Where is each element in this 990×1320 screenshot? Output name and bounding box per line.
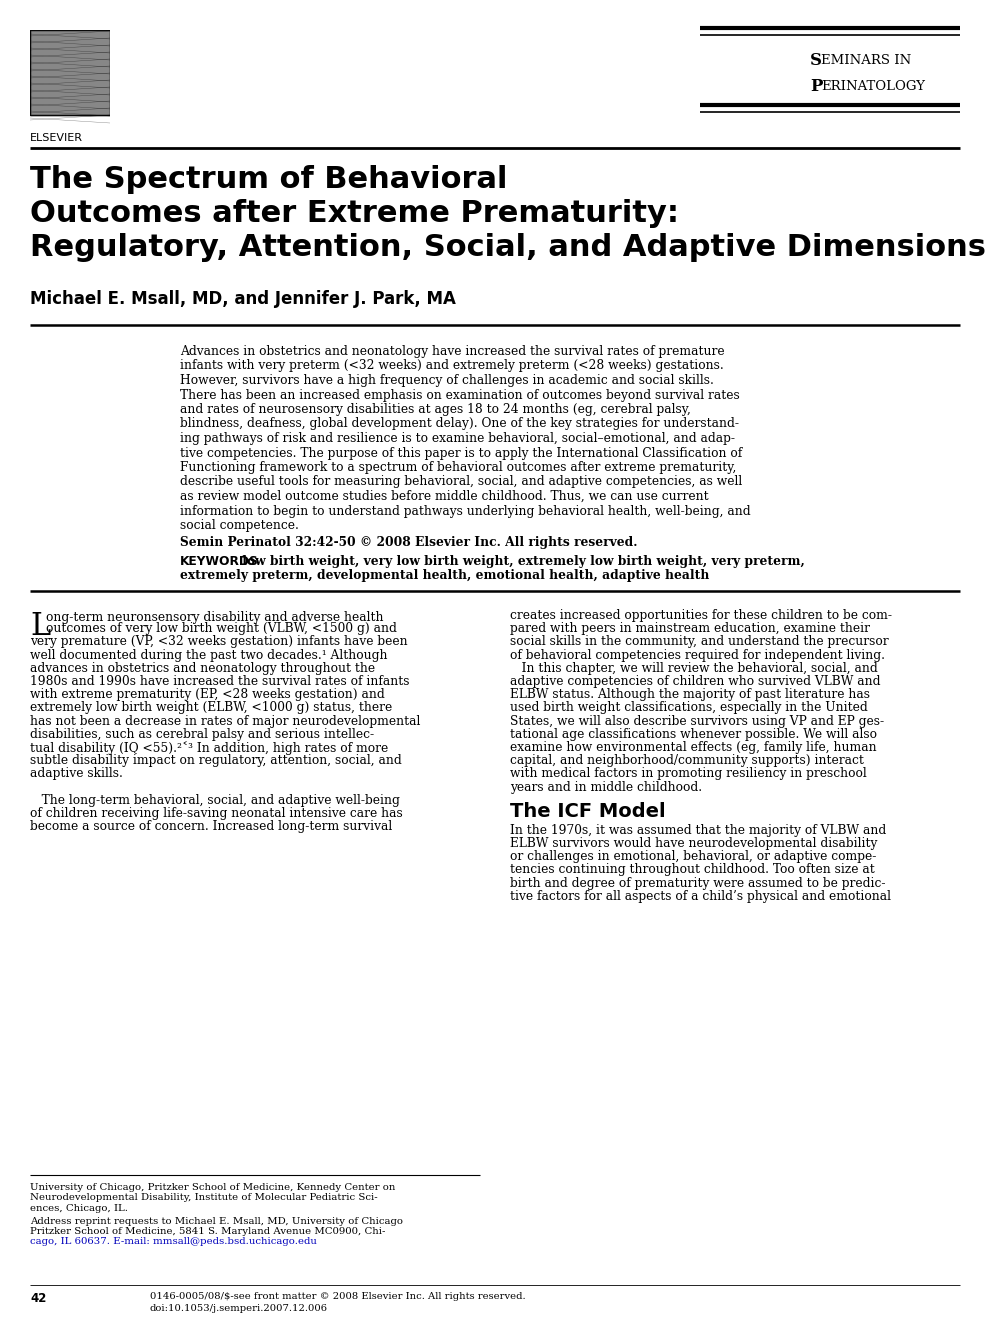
Text: ELSEVIER: ELSEVIER xyxy=(30,133,83,143)
Text: social skills in the community, and understand the precursor: social skills in the community, and unde… xyxy=(510,635,889,648)
Text: Outcomes after Extreme Prematurity:: Outcomes after Extreme Prematurity: xyxy=(30,199,679,228)
Text: In this chapter, we will review the behavioral, social, and: In this chapter, we will review the beha… xyxy=(510,661,878,675)
Text: outcomes of very low birth weight (VLBW, <1500 g) and: outcomes of very low birth weight (VLBW,… xyxy=(46,622,397,635)
Text: has not been a decrease in rates of major neurodevelopmental: has not been a decrease in rates of majo… xyxy=(30,714,421,727)
Text: adaptive competencies of children who survived VLBW and: adaptive competencies of children who su… xyxy=(510,675,880,688)
Text: ELBW status. Although the majority of past literature has: ELBW status. Although the majority of pa… xyxy=(510,688,870,701)
Text: creates increased opportunities for these children to be com-: creates increased opportunities for thes… xyxy=(510,609,892,622)
Text: extremely low birth weight (ELBW, <1000 g) status, there: extremely low birth weight (ELBW, <1000 … xyxy=(30,701,392,714)
Text: ing pathways of risk and resilience is to examine behavioral, social–emotional, : ing pathways of risk and resilience is t… xyxy=(180,432,735,445)
Text: Neurodevelopmental Disability, Institute of Molecular Pediatric Sci-: Neurodevelopmental Disability, Institute… xyxy=(30,1193,377,1203)
Text: The long-term behavioral, social, and adaptive well-being: The long-term behavioral, social, and ad… xyxy=(30,793,400,807)
Text: information to begin to understand pathways underlying behavioral health, well-b: information to begin to understand pathw… xyxy=(180,504,750,517)
Text: Address reprint requests to Michael E. Msall, MD, University of Chicago: Address reprint requests to Michael E. M… xyxy=(30,1217,403,1225)
Text: capital, and neighborhood/community supports) interact: capital, and neighborhood/community supp… xyxy=(510,754,864,767)
Text: KEYWORDS: KEYWORDS xyxy=(180,554,258,568)
Text: describe useful tools for measuring behavioral, social, and adaptive competencie: describe useful tools for measuring beha… xyxy=(180,475,742,488)
Text: ences, Chicago, IL.: ences, Chicago, IL. xyxy=(30,1204,128,1213)
Text: subtle disability impact on regulatory, attention, social, and: subtle disability impact on regulatory, … xyxy=(30,754,402,767)
Text: of behavioral competencies required for independent living.: of behavioral competencies required for … xyxy=(510,648,885,661)
Text: L: L xyxy=(30,611,50,642)
Text: and rates of neurosensory disabilities at ages 18 to 24 months (eg, cerebral pal: and rates of neurosensory disabilities a… xyxy=(180,403,691,416)
Text: Functioning framework to a spectrum of behavioral outcomes after extreme prematu: Functioning framework to a spectrum of b… xyxy=(180,461,737,474)
Text: However, survivors have a high frequency of challenges in academic and social sk: However, survivors have a high frequency… xyxy=(180,374,714,387)
Text: doi:10.1053/j.semperi.2007.12.006: doi:10.1053/j.semperi.2007.12.006 xyxy=(150,1304,328,1313)
Text: Regulatory, Attention, Social, and Adaptive Dimensions: Regulatory, Attention, Social, and Adapt… xyxy=(30,234,986,261)
Text: ERINATOLOGY: ERINATOLOGY xyxy=(821,81,925,92)
Text: adaptive skills.: adaptive skills. xyxy=(30,767,123,780)
Text: In the 1970s, it was assumed that the majority of VLBW and: In the 1970s, it was assumed that the ma… xyxy=(510,824,886,837)
Text: 1980s and 1990s have increased the survival rates of infants: 1980s and 1990s have increased the survi… xyxy=(30,675,410,688)
Text: extremely preterm, developmental health, emotional health, adaptive health: extremely preterm, developmental health,… xyxy=(180,569,710,582)
Text: tive factors for all aspects of a child’s physical and emotional: tive factors for all aspects of a child’… xyxy=(510,890,891,903)
Text: used birth weight classifications, especially in the United: used birth weight classifications, espec… xyxy=(510,701,868,714)
Text: 42: 42 xyxy=(30,1292,47,1305)
Text: infants with very preterm (<32 weeks) and extremely preterm (<28 weeks) gestatio: infants with very preterm (<32 weeks) an… xyxy=(180,359,724,372)
Text: well documented during the past two decades.¹ Although: well documented during the past two deca… xyxy=(30,648,387,661)
Text: Semin Perinatol 32:42-50 © 2008 Elsevier Inc. All rights reserved.: Semin Perinatol 32:42-50 © 2008 Elsevier… xyxy=(180,536,638,549)
Text: P: P xyxy=(810,78,823,95)
Text: There has been an increased emphasis on examination of outcomes beyond survival : There has been an increased emphasis on … xyxy=(180,388,740,401)
Text: become a source of concern. Increased long-term survival: become a source of concern. Increased lo… xyxy=(30,820,392,833)
Text: with extreme prematurity (EP, <28 weeks gestation) and: with extreme prematurity (EP, <28 weeks … xyxy=(30,688,385,701)
Text: low birth weight, very low birth weight, extremely low birth weight, very preter: low birth weight, very low birth weight,… xyxy=(238,554,805,568)
Text: tive competencies. The purpose of this paper is to apply the International Class: tive competencies. The purpose of this p… xyxy=(180,446,742,459)
Text: or challenges in emotional, behavioral, or adaptive compe-: or challenges in emotional, behavioral, … xyxy=(510,850,876,863)
Text: with medical factors in promoting resiliency in preschool: with medical factors in promoting resili… xyxy=(510,767,867,780)
Text: States, we will also describe survivors using VP and EP ges-: States, we will also describe survivors … xyxy=(510,714,884,727)
Text: 0146-0005/08/$-see front matter © 2008 Elsevier Inc. All rights reserved.: 0146-0005/08/$-see front matter © 2008 E… xyxy=(150,1292,526,1302)
Text: cago, IL 60637. E-mail: mmsall@peds.bsd.uchicago.edu: cago, IL 60637. E-mail: mmsall@peds.bsd.… xyxy=(30,1238,317,1246)
Text: S: S xyxy=(810,51,822,69)
Text: years and in middle childhood.: years and in middle childhood. xyxy=(510,780,702,793)
Text: EMINARS IN: EMINARS IN xyxy=(821,54,911,67)
Text: advances in obstetrics and neonatology throughout the: advances in obstetrics and neonatology t… xyxy=(30,661,375,675)
Bar xyxy=(30,30,110,115)
Text: disabilities, such as cerebral palsy and serious intellec-: disabilities, such as cerebral palsy and… xyxy=(30,727,374,741)
Text: University of Chicago, Pritzker School of Medicine, Kennedy Center on: University of Chicago, Pritzker School o… xyxy=(30,1183,395,1192)
Text: Michael E. Msall, MD, and Jennifer J. Park, MA: Michael E. Msall, MD, and Jennifer J. Pa… xyxy=(30,290,455,308)
Bar xyxy=(30,30,110,115)
Text: Pritzker School of Medicine, 5841 S. Maryland Avenue MC0900, Chi-: Pritzker School of Medicine, 5841 S. Mar… xyxy=(30,1228,385,1236)
Text: birth and degree of prematurity were assumed to be predic-: birth and degree of prematurity were ass… xyxy=(510,876,885,890)
Text: as review model outcome studies before middle childhood. Thus, we can use curren: as review model outcome studies before m… xyxy=(180,490,709,503)
Text: very premature (VP, <32 weeks gestation) infants have been: very premature (VP, <32 weeks gestation)… xyxy=(30,635,408,648)
Text: Advances in obstetrics and neonatology have increased the survival rates of prem: Advances in obstetrics and neonatology h… xyxy=(180,345,725,358)
Text: tual disability (IQ <55).²˂³ In addition, high rates of more: tual disability (IQ <55).²˂³ In addition… xyxy=(30,741,388,755)
Text: ELBW survivors would have neurodevelopmental disability: ELBW survivors would have neurodevelopme… xyxy=(510,837,877,850)
Text: ong-term neuronsensory disability and adverse health: ong-term neuronsensory disability and ad… xyxy=(46,611,383,624)
Text: blindness, deafness, global development delay). One of the key strategies for un: blindness, deafness, global development … xyxy=(180,417,739,430)
Text: The Spectrum of Behavioral: The Spectrum of Behavioral xyxy=(30,165,508,194)
Text: The ICF Model: The ICF Model xyxy=(510,801,665,821)
Text: social competence.: social competence. xyxy=(180,519,299,532)
Text: tational age classifications whenever possible. We will also: tational age classifications whenever po… xyxy=(510,727,877,741)
Text: pared with peers in mainstream education, examine their: pared with peers in mainstream education… xyxy=(510,622,870,635)
Text: of children receiving life-saving neonatal intensive care has: of children receiving life-saving neonat… xyxy=(30,807,403,820)
Text: tencies continuing throughout childhood. Too often size at: tencies continuing throughout childhood.… xyxy=(510,863,875,876)
Text: examine how environmental effects (eg, family life, human: examine how environmental effects (eg, f… xyxy=(510,741,876,754)
